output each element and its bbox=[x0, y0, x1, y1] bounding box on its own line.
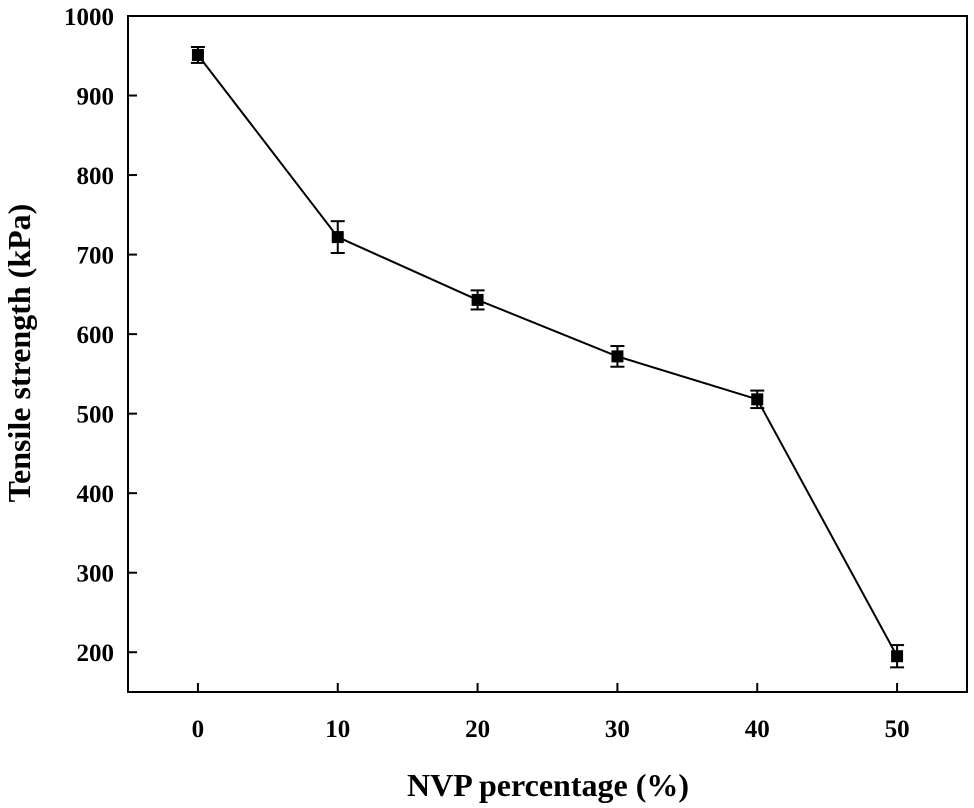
y-tick-label: 900 bbox=[77, 84, 115, 111]
y-tick-label: 700 bbox=[77, 243, 115, 270]
y-tick-label: 200 bbox=[77, 640, 115, 667]
y-tick-label: 600 bbox=[77, 322, 115, 349]
data-point bbox=[471, 293, 484, 306]
y-tick-label: 800 bbox=[77, 163, 115, 190]
x-tick-label: 30 bbox=[605, 716, 630, 743]
x-tick-label: 40 bbox=[745, 716, 770, 743]
series-line bbox=[197, 54, 898, 657]
data-point bbox=[611, 350, 624, 363]
x-tick-label: 10 bbox=[325, 716, 350, 743]
x-tick-label: 0 bbox=[192, 716, 205, 743]
y-tick-label: 1000 bbox=[64, 4, 114, 31]
y-axis-title: Tensile strength (kPa) bbox=[1, 204, 37, 503]
x-tick-label: 50 bbox=[885, 716, 910, 743]
data-point bbox=[191, 48, 204, 61]
x-axis-ticks: 0 10 20 30 40 50 bbox=[192, 683, 910, 743]
y-tick-label: 400 bbox=[77, 481, 115, 508]
x-axis-title: NVP percentage (%) bbox=[407, 767, 689, 803]
data-point bbox=[891, 650, 904, 663]
data-point bbox=[331, 231, 344, 244]
plot-frame bbox=[127, 15, 968, 693]
y-axis-ticks: 200 300 400 500 600 700 800 900 1000 bbox=[64, 4, 137, 667]
y-tick-label: 300 bbox=[77, 561, 115, 588]
data-point bbox=[751, 393, 764, 406]
y-tick-label: 500 bbox=[77, 402, 115, 429]
data-markers bbox=[191, 48, 904, 663]
error-bars bbox=[190, 46, 905, 669]
x-tick-label: 20 bbox=[465, 716, 490, 743]
